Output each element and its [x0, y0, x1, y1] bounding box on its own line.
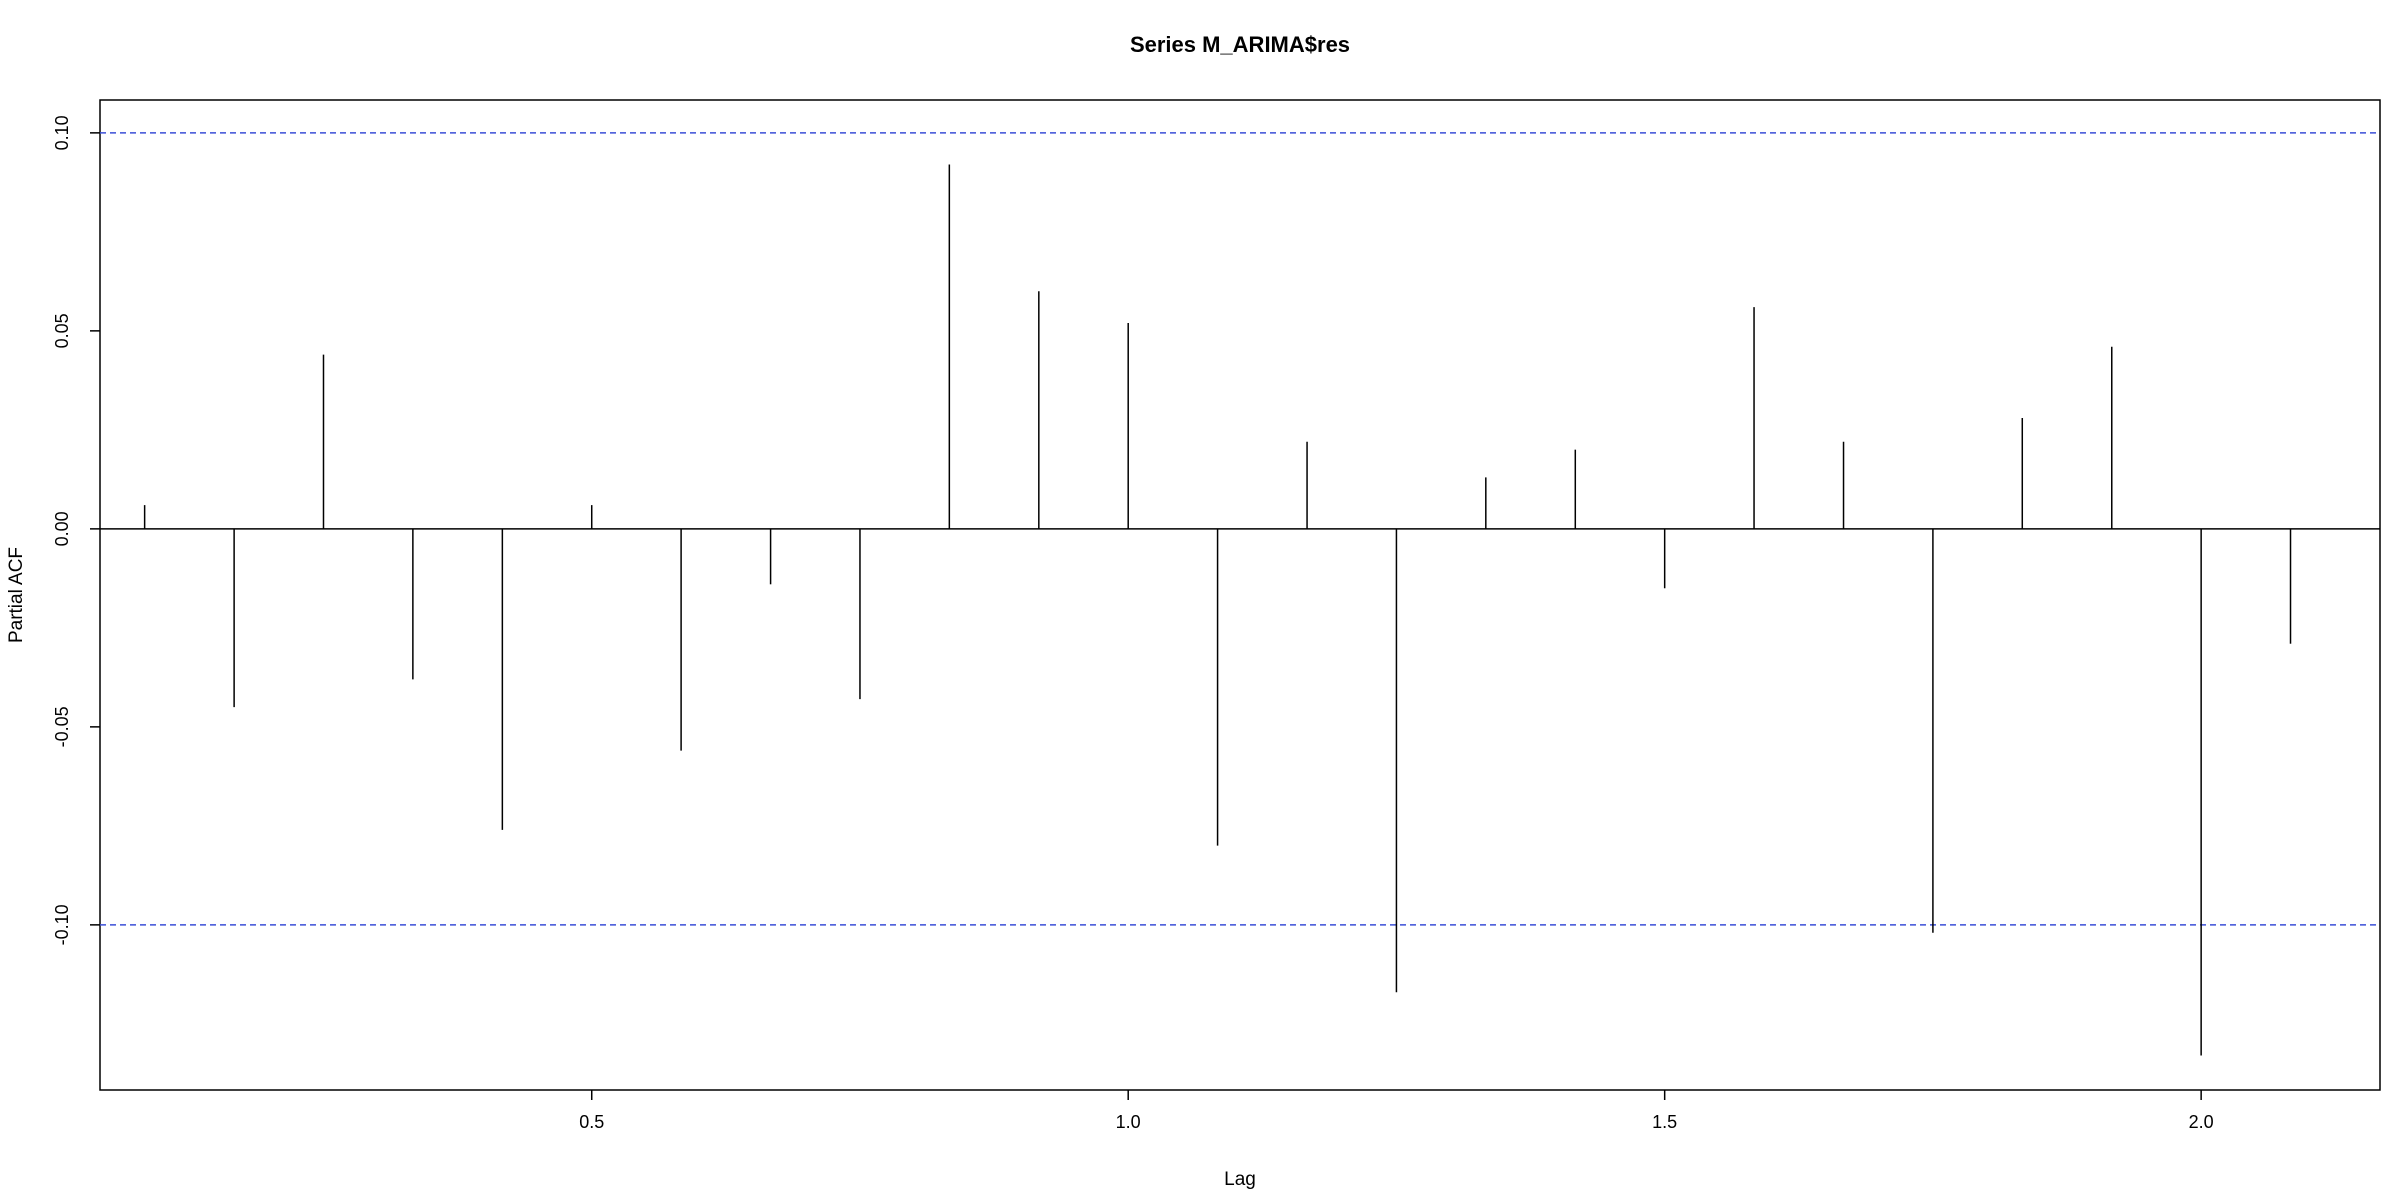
- x-tick-label: 0.5: [579, 1112, 604, 1132]
- x-axis: 0.5 1.0 1.5 2.0: [579, 1090, 2214, 1132]
- y-axis: -0.10 -0.05 0.00 0.05 0.10: [52, 115, 100, 945]
- y-tick-label: 0.00: [52, 511, 72, 546]
- y-axis-label: Partial ACF: [6, 547, 27, 643]
- x-axis-label: Lag: [1224, 1169, 1256, 1190]
- y-tick-label: 0.05: [52, 313, 72, 348]
- chart-title: Series M_ARIMA$res: [1130, 32, 1350, 57]
- confidence-bounds: [100, 132, 2380, 926]
- x-tick-label: 1.5: [1652, 1112, 1677, 1132]
- y-tick-label: -0.10: [52, 904, 72, 945]
- pacf-bars: [143, 164, 2292, 1056]
- plot-frame: [99, 99, 2381, 1091]
- y-tick-label: -0.05: [52, 706, 72, 747]
- x-tick-label: 2.0: [2189, 1112, 2214, 1132]
- x-tick-label: 1.0: [1116, 1112, 1141, 1132]
- y-tick-label: 0.10: [52, 115, 72, 150]
